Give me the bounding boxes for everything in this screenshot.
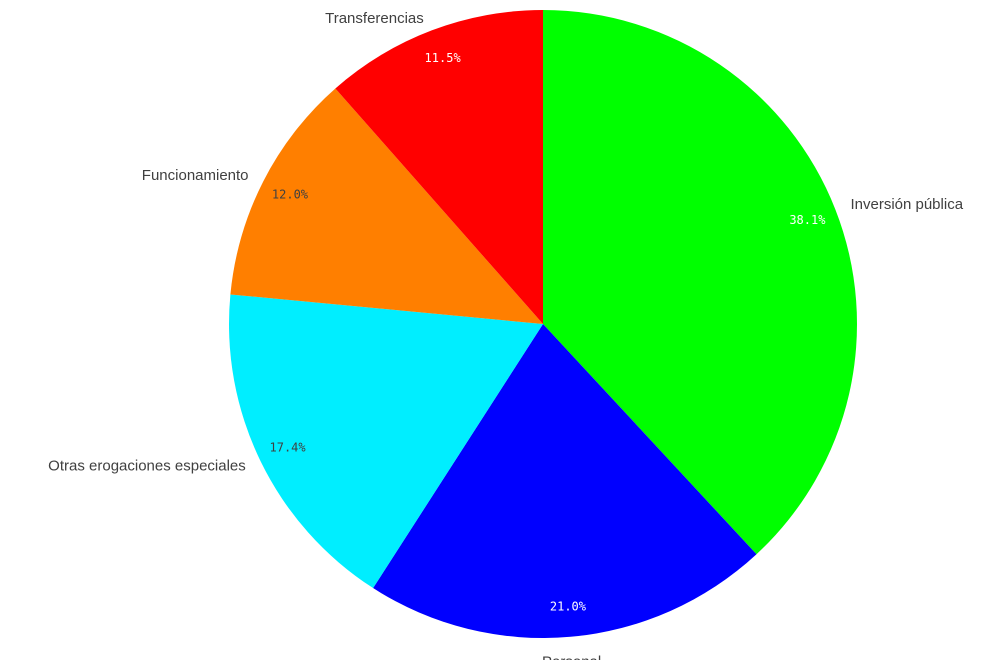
pie-slice-funcionamiento [230, 88, 543, 325]
pie-slice-personal [373, 324, 757, 639]
percentage-labels: 38.1% 21.0% 17.4% 12.0% 11.5% [270, 51, 827, 614]
value-label-funcionamiento: 12.0% [272, 188, 309, 202]
value-label-inversion-publica: 38.1% [789, 213, 826, 227]
value-label-personal: 21.0% [550, 599, 587, 613]
category-label-personal: Personal [542, 654, 601, 660]
category-label-inversion-publica: Inversión pública [850, 196, 963, 213]
category-label-transferencias: Transferencias [325, 10, 424, 27]
category-labels: Inversión pública Personal Otras erogacion… [48, 10, 964, 660]
pie-slice-inversion-publica [543, 10, 857, 555]
category-label-funcionamiento: Funcionamiento [142, 167, 249, 184]
value-label-otras-erogaciones-especiales: 17.4% [270, 441, 307, 455]
pie-slice-transferencias [335, 10, 543, 324]
category-label-otras-erogaciones-especiales: Otras erogaciones especiales [48, 457, 246, 474]
value-label-transferencias: 11.5% [425, 51, 462, 65]
pie-slices [228, 10, 857, 639]
pie-slice-otras-erogaciones-especiales [228, 294, 543, 589]
